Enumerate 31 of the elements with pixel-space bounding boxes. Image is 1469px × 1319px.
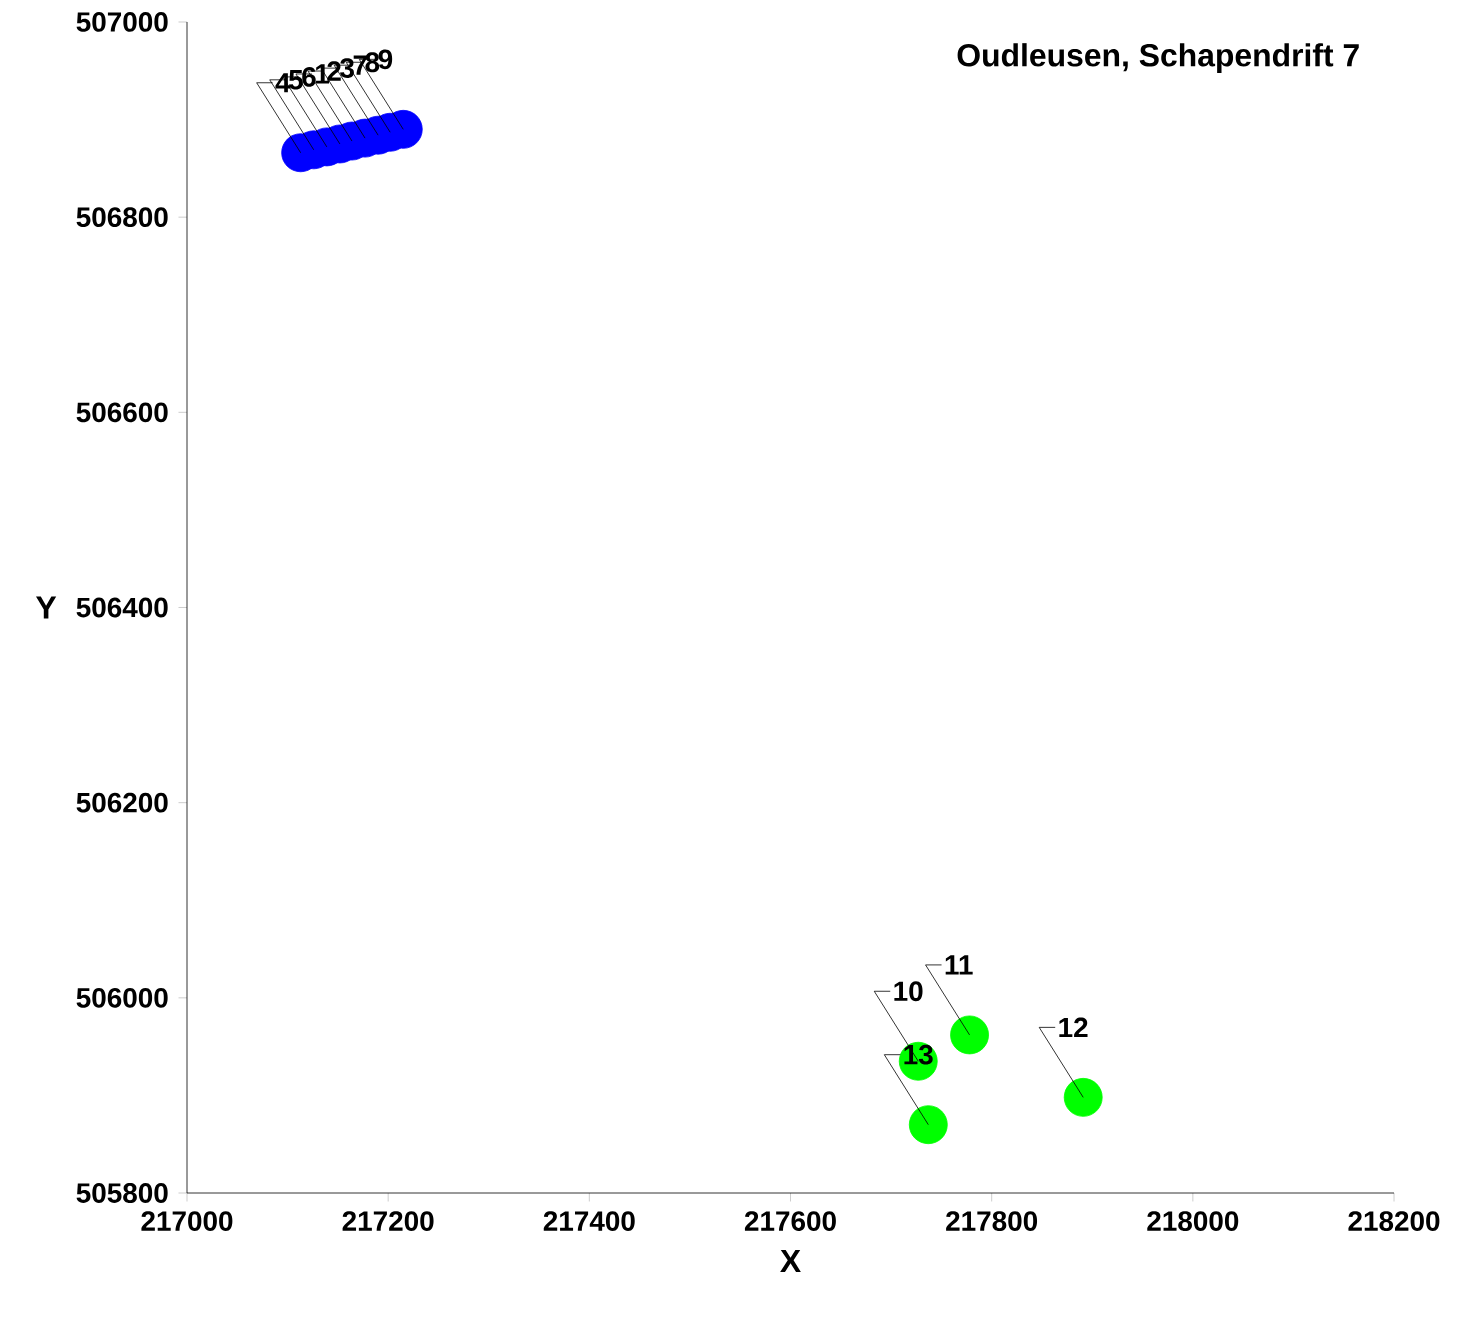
annotation: 9 <box>378 49 393 70</box>
point <box>950 1015 989 1055</box>
annotation: 12 <box>1059 1017 1088 1038</box>
x-tick-label: 217600 <box>744 1211 836 1231</box>
x-tick-label: 218200 <box>1348 1211 1440 1231</box>
annotation: 11 <box>945 955 973 975</box>
y-tick-label: 506800 <box>76 207 168 228</box>
x-tick-label: 218000 <box>1147 1211 1239 1231</box>
annotation: 1 <box>316 64 330 84</box>
annotation: 5 <box>288 70 303 90</box>
y-tick-label: 506200 <box>76 792 168 813</box>
annotation: 13 <box>904 1044 933 1065</box>
y-tick-label: 505800 <box>76 1183 168 1203</box>
x-tick-label: 217000 <box>141 1211 233 1231</box>
annotation: 10 <box>894 981 923 1002</box>
y-tick-label: 506600 <box>76 402 168 423</box>
annotation: 2 <box>327 61 341 81</box>
annotation: 6 <box>302 66 316 87</box>
y-tick-label: 507000 <box>76 12 168 32</box>
x-tick-label: 217800 <box>946 1211 1038 1231</box>
x-tick-label: 217200 <box>342 1211 434 1231</box>
annotation: 3 <box>340 58 354 78</box>
text: Oudleusen, Schapendrift 7 <box>957 43 1359 73</box>
point <box>908 1105 948 1145</box>
y-axis-title: Y <box>35 596 57 619</box>
y-tick-label: 506400 <box>76 597 168 618</box>
x-axis-title: X <box>780 1249 801 1272</box>
y-tick-label: 506000 <box>76 987 168 1008</box>
annotation: 4 <box>275 73 291 93</box>
x-tick-label: 217400 <box>543 1211 635 1231</box>
point <box>1063 1077 1103 1117</box>
